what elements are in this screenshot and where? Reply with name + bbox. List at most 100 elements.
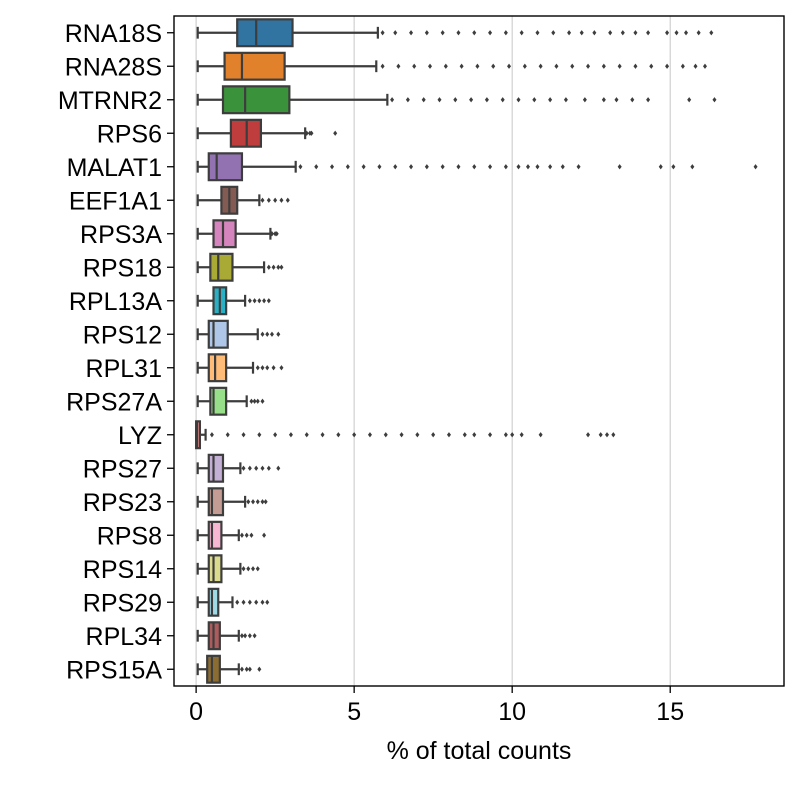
flier-point: [516, 164, 521, 170]
flier-point: [252, 298, 257, 304]
box-group: [196, 554, 260, 584]
flier-point: [582, 97, 587, 103]
box-group: [196, 219, 279, 249]
flier-point: [519, 432, 524, 438]
box-group: [195, 420, 616, 450]
flier-point: [570, 63, 575, 69]
flier-point: [276, 465, 281, 471]
flier-point: [488, 30, 493, 36]
flier-point: [279, 264, 284, 270]
flier-point: [586, 63, 591, 69]
flier-point: [456, 30, 461, 36]
y-tick-label: RPS27A: [66, 388, 162, 416]
flier-point: [235, 599, 240, 605]
y-tick-label: RPS12: [83, 321, 162, 349]
flier-point: [646, 30, 651, 36]
flier-point: [285, 197, 290, 203]
flier-point: [390, 97, 395, 103]
flier-point: [247, 465, 252, 471]
flier-point: [500, 97, 505, 103]
flier-point: [617, 164, 622, 170]
y-tick-layer: RNA18S RNA28S MTRNR2 RPS6 MALAT1 EEF1A1 RPS3A R…: [58, 20, 174, 684]
flier-point: [469, 97, 474, 103]
flier-point: [273, 197, 278, 203]
x-tick-label: 15: [656, 698, 684, 726]
flier-point: [271, 365, 276, 371]
flier-point: [608, 30, 613, 36]
flier-point: [252, 633, 257, 639]
box-group: [196, 654, 262, 684]
y-tick-label: RPS29: [83, 589, 162, 617]
flier-point: [421, 97, 426, 103]
box-group: [196, 487, 268, 517]
box: [221, 85, 291, 115]
flier-point: [658, 164, 663, 170]
flier-point: [579, 30, 584, 36]
flier-point: [266, 465, 271, 471]
flier-point: [254, 599, 259, 605]
y-tick-label: MTRNR2: [58, 87, 162, 115]
y-tick-label: RNA18S: [65, 20, 162, 48]
flier-point: [503, 30, 508, 36]
box-group: [196, 118, 338, 148]
flier-point: [665, 63, 670, 69]
flier-point: [620, 30, 625, 36]
y-tick-label: LYZ: [118, 422, 162, 450]
flier-point: [462, 432, 467, 438]
box-group: [196, 286, 271, 316]
flier-point: [225, 432, 230, 438]
box-group: [196, 453, 281, 483]
y-tick-label: RPS6: [97, 120, 162, 148]
flier-point: [753, 164, 758, 170]
box-group: [196, 520, 267, 550]
y-tick-label: RNA28S: [65, 53, 162, 81]
flier-point: [665, 30, 670, 36]
flier-point: [551, 30, 556, 36]
flier-point: [671, 164, 676, 170]
box: [207, 152, 244, 182]
flier-point: [262, 532, 267, 538]
flier-point: [276, 331, 281, 337]
flier-point: [247, 633, 252, 639]
flier-point: [251, 499, 256, 505]
flier-point: [538, 432, 543, 438]
flier-point: [263, 499, 268, 505]
flier-point: [239, 666, 244, 672]
y-tick-label: EEF1A1: [69, 187, 162, 215]
box-group: [196, 152, 758, 182]
flier-point: [247, 599, 252, 605]
flier-point: [399, 432, 404, 438]
flier-point: [412, 63, 417, 69]
flier-point: [409, 164, 414, 170]
box: [207, 453, 225, 483]
flier-point: [330, 164, 335, 170]
flier-point: [649, 63, 654, 69]
flier-point: [646, 97, 651, 103]
flier-point: [684, 30, 689, 36]
flier-point: [605, 432, 610, 438]
flier-point: [247, 666, 252, 672]
flier-point: [598, 432, 603, 438]
flier-point: [393, 164, 398, 170]
flier-point: [271, 264, 276, 270]
flier-point: [361, 164, 366, 170]
flier-point: [611, 432, 616, 438]
flier-point: [563, 97, 568, 103]
flier-point: [503, 432, 508, 438]
flier-point: [424, 30, 429, 36]
flier-point: [241, 566, 246, 572]
flier-point: [601, 97, 606, 103]
flier-point: [453, 97, 458, 103]
flier-point: [687, 97, 692, 103]
flier-point: [309, 130, 314, 136]
flier-point: [709, 30, 714, 36]
flier-point: [415, 432, 420, 438]
box-layer: [195, 18, 758, 684]
flier-point: [276, 264, 281, 270]
flier-point: [535, 30, 540, 36]
flier-point: [409, 30, 414, 36]
flier-point: [380, 63, 385, 69]
box: [236, 18, 294, 48]
flier-point: [243, 633, 248, 639]
flier-point: [262, 298, 267, 304]
